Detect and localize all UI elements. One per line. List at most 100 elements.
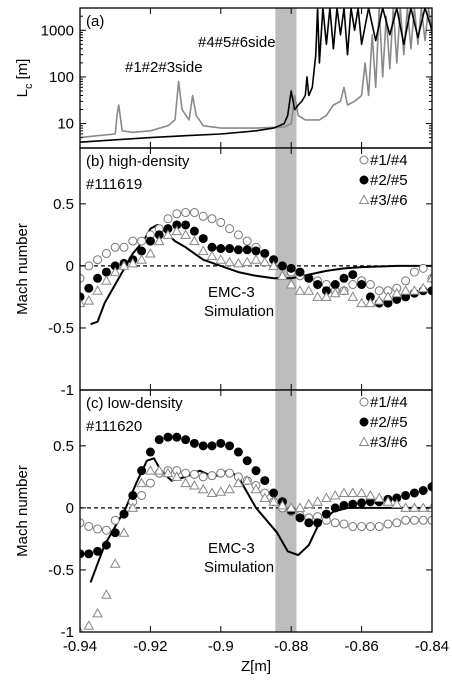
open-circle-marker bbox=[359, 155, 369, 165]
triangle-marker bbox=[180, 477, 191, 488]
filled-circle-marker bbox=[93, 546, 103, 556]
open-circle-marker bbox=[409, 515, 419, 525]
triangle-marker bbox=[400, 502, 411, 512]
y-label-unit: [m] bbox=[14, 59, 31, 80]
triangle-marker bbox=[215, 486, 227, 496]
filled-circle-marker bbox=[304, 273, 314, 283]
triangle-marker bbox=[153, 235, 165, 246]
triangle-marker bbox=[321, 291, 332, 301]
open-circle-marker bbox=[409, 267, 419, 277]
filled-circle-marker bbox=[321, 509, 331, 519]
open-circle-marker bbox=[365, 522, 375, 532]
triangle-marker bbox=[391, 498, 403, 509]
open-circle-marker bbox=[93, 524, 103, 534]
filled-circle-marker bbox=[145, 236, 155, 246]
triangle-marker bbox=[127, 502, 139, 512]
triangle-marker bbox=[347, 291, 359, 301]
open-circle-marker bbox=[137, 236, 147, 246]
filled-circle-marker bbox=[225, 244, 235, 254]
triangle-marker bbox=[224, 483, 235, 494]
legend-label: #1/#4 bbox=[370, 152, 408, 169]
open-circle-marker bbox=[383, 519, 393, 529]
triangle-marker bbox=[250, 254, 262, 264]
filled-circle-marker bbox=[359, 175, 369, 185]
triangle-marker bbox=[373, 295, 385, 305]
filled-circle-marker bbox=[181, 220, 191, 230]
filled-circle-marker bbox=[401, 490, 411, 500]
triangle-marker bbox=[329, 489, 341, 500]
filled-circle-marker bbox=[330, 280, 340, 290]
open-circle-marker bbox=[418, 515, 428, 525]
y-tick-label: 0.5 bbox=[53, 438, 74, 455]
triangle-marker bbox=[136, 254, 147, 264]
plot-layer bbox=[80, 148, 432, 390]
open-circle-marker bbox=[189, 208, 199, 218]
open-circle-marker bbox=[110, 242, 120, 252]
annotation: Simulation bbox=[204, 559, 274, 576]
open-circle-marker bbox=[207, 471, 217, 481]
shot-number: #111619 bbox=[86, 176, 142, 193]
filled-circle-marker bbox=[295, 267, 305, 277]
y-tick-label: 0 bbox=[66, 500, 74, 517]
open-circle-marker bbox=[163, 214, 173, 224]
triangle-marker bbox=[241, 475, 253, 485]
triangle-marker bbox=[233, 257, 244, 268]
triangle-marker bbox=[365, 489, 376, 500]
y-tick-label: 0.5 bbox=[53, 196, 74, 213]
y-label-main: L bbox=[14, 89, 31, 97]
triangle-marker bbox=[162, 229, 174, 239]
triangle-marker bbox=[277, 499, 288, 510]
y-label-sub: c bbox=[23, 83, 35, 89]
x-tick-label: -0.88 bbox=[274, 638, 308, 655]
open-circle-marker bbox=[198, 211, 208, 221]
triangle-marker bbox=[382, 496, 394, 506]
annotation: EMC-3 bbox=[208, 540, 255, 557]
filled-circle-marker bbox=[101, 267, 111, 277]
panel-label: (a) bbox=[86, 13, 104, 30]
y-tick-label: -0.5 bbox=[48, 562, 74, 579]
filled-circle-marker bbox=[233, 447, 243, 457]
open-circle-marker bbox=[84, 522, 94, 532]
open-circle-marker bbox=[359, 397, 369, 407]
triangle-marker bbox=[215, 254, 227, 264]
triangle-marker bbox=[285, 278, 297, 289]
open-circle-marker bbox=[374, 286, 384, 296]
filled-circle-marker bbox=[427, 482, 432, 492]
open-circle-marker bbox=[101, 248, 111, 258]
filled-circle-marker bbox=[216, 244, 226, 254]
triangle-marker bbox=[358, 194, 370, 204]
filled-circle-marker bbox=[84, 549, 94, 559]
legend-label: #3/#6 bbox=[370, 192, 408, 209]
triangle-marker bbox=[268, 260, 279, 270]
triangle-marker bbox=[101, 275, 112, 285]
filled-circle-marker bbox=[110, 528, 120, 538]
triangle-marker bbox=[409, 285, 420, 295]
triangle-marker bbox=[171, 225, 183, 236]
x-tick-label: -0.94 bbox=[63, 638, 97, 655]
triangle-marker bbox=[417, 282, 429, 293]
open-circle-marker bbox=[418, 263, 428, 273]
open-circle-marker bbox=[348, 522, 358, 532]
triangle-marker bbox=[358, 436, 370, 446]
open-circle-marker bbox=[392, 518, 402, 528]
triangle-marker bbox=[356, 297, 367, 308]
legend-label: #1/#4 bbox=[370, 394, 408, 411]
triangle-marker bbox=[109, 558, 121, 568]
filled-circle-marker bbox=[427, 286, 432, 296]
triangle-marker bbox=[391, 287, 403, 298]
filled-circle-marker bbox=[189, 438, 199, 448]
open-circle-marker bbox=[225, 224, 235, 234]
triangle-marker bbox=[259, 256, 271, 267]
filled-circle-marker bbox=[286, 263, 296, 273]
y-label-main: Mach number bbox=[14, 223, 31, 315]
open-circle-marker bbox=[93, 255, 103, 265]
open-circle-marker bbox=[110, 515, 120, 525]
open-circle-marker bbox=[242, 236, 252, 246]
open-circle-marker bbox=[374, 522, 384, 532]
filled-circle-marker bbox=[313, 518, 323, 528]
triangle-marker bbox=[197, 483, 209, 494]
plot-layer bbox=[80, 390, 432, 632]
y-tick-label: -1 bbox=[61, 382, 74, 399]
y-axis-label: Mach number bbox=[14, 465, 31, 557]
filled-circle-marker bbox=[198, 441, 208, 451]
